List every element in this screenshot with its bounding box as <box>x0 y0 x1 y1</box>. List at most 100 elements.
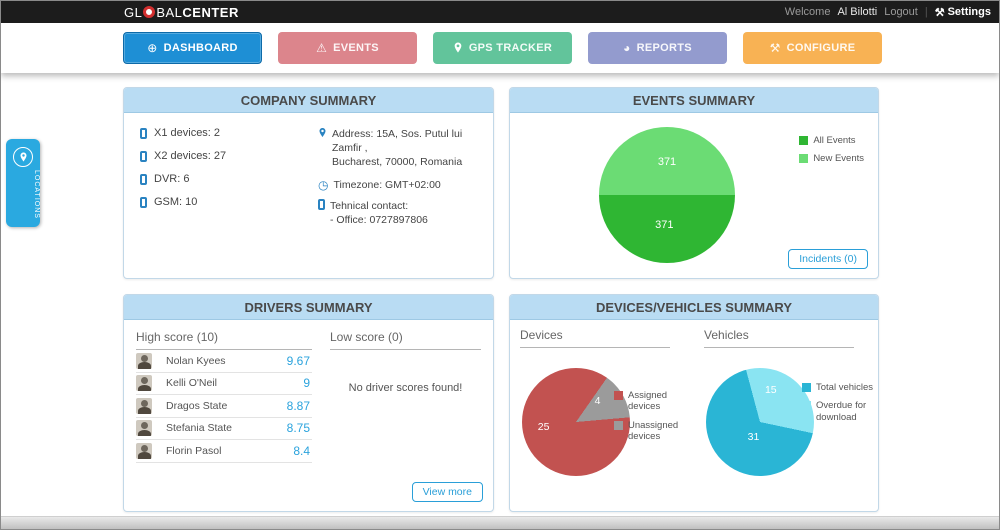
total-vehicles-swatch-icon <box>802 383 811 392</box>
contact-value: - Office: 0727897806 <box>330 214 428 227</box>
driver-avatar <box>136 420 152 437</box>
events-legend: All Events New Events <box>799 135 864 165</box>
logout-link[interactable]: Logout <box>884 6 918 18</box>
clock-icon: ◷ <box>318 177 329 192</box>
address-pin-icon <box>318 127 327 170</box>
device-icon <box>140 196 147 208</box>
low-score-column: Low score (0) No driver scores found! <box>330 330 481 502</box>
events-summary-body: 371 371 All Events New Events Incidents … <box>510 113 878 279</box>
locations-label: LOCATIONS <box>33 170 40 219</box>
legend-label: Total vehicles <box>816 382 874 393</box>
incidents-button[interactable]: Incidents (0) <box>788 249 868 269</box>
company-summary-panel: COMPANY SUMMARY X1 devices: 2 X2 devices… <box>123 87 494 279</box>
driver-row: Dragos State 8.87 <box>136 395 312 418</box>
tab-events[interactable]: ⚠ EVENTS <box>278 32 417 64</box>
devices-header: Devices <box>520 328 670 348</box>
legend-item-assigned: Assigned devices <box>614 390 688 413</box>
devices-section: Devices 25 4 Assigned devices Unassigned… <box>510 320 694 512</box>
tab-dashboard-label: DASHBOARD <box>163 42 238 54</box>
topbar: GL BAL CENTER Welcome Al Bilotti Logout | … <box>1 1 999 23</box>
vehicles-legend: Total vehicles Overdue for download <box>802 382 876 423</box>
driver-score: 9 <box>303 376 310 391</box>
address-line1: Address: 15A, Sos. Putul lui Zamfir , <box>332 128 463 155</box>
device-icon <box>140 173 147 185</box>
settings-label: Settings <box>947 6 991 18</box>
timezone-text: Timezone: GMT+02:00 <box>333 178 441 191</box>
vehicles-pie-value-overdue: 15 <box>764 383 777 396</box>
high-score-column: High score (10) Nolan Kyees 9.67 Kelli O… <box>136 330 312 502</box>
tab-gps-tracker[interactable]: GPS TRACKER <box>433 32 572 64</box>
tab-reports[interactable]: ◕ REPORTS <box>588 32 727 64</box>
contact-phone-icon <box>318 198 325 210</box>
topbar-right: Welcome Al Bilotti Logout | ⚒ Settings <box>785 1 991 23</box>
legend-item-all-events: All Events <box>799 135 864 146</box>
pie-chart-icon: ◕ <box>623 41 631 55</box>
nav-tabbar: ⊕ DASHBOARD ⚠ EVENTS GPS TRACKER ◕ REPOR… <box>1 23 999 73</box>
drivers-summary-title: DRIVERS SUMMARY <box>124 295 493 320</box>
vehicles-section: Vehicles 15 31 Total vehicles Overdue fo… <box>694 320 878 512</box>
tab-gps-tracker-label: GPS TRACKER <box>468 42 553 54</box>
devices-pie-value-assigned: 25 <box>537 421 550 434</box>
overdue-download-swatch-icon <box>802 401 811 411</box>
driver-row: Kelli O'Neil 9 <box>136 373 312 395</box>
events-summary-title: EVENTS SUMMARY <box>510 88 878 113</box>
vehicles-header: Vehicles <box>704 328 854 348</box>
wrench-icon: ⚒ <box>769 41 781 55</box>
events-pie-value-new: 371 <box>657 156 677 169</box>
vehicles-pie-chart: 15 31 <box>706 368 814 476</box>
tab-dashboard[interactable]: ⊕ DASHBOARD <box>123 32 262 64</box>
company-stat-label: X2 devices: 27 <box>154 150 227 162</box>
company-stat-dvr: DVR: 6 <box>140 173 318 185</box>
drivers-summary-body: High score (10) Nolan Kyees 9.67 Kelli O… <box>124 320 493 512</box>
company-stat-x1: X1 devices: 2 <box>140 127 318 139</box>
location-pin-icon <box>13 147 33 167</box>
device-icon <box>140 150 147 162</box>
company-summary-title: COMPANY SUMMARY <box>124 88 493 113</box>
logo-text-bal: BAL <box>156 4 183 20</box>
tab-configure[interactable]: ⚒ CONFIGURE <box>743 32 882 64</box>
driver-row: Stefania State 8.75 <box>136 418 312 440</box>
view-more-button[interactable]: View more <box>411 482 483 502</box>
footer-strip <box>1 516 999 529</box>
tab-reports-label: REPORTS <box>636 42 692 54</box>
events-pie-value-all: 371 <box>655 218 674 231</box>
legend-label: Overdue for download <box>816 400 867 423</box>
legend-label: Unassigned devices <box>628 419 679 443</box>
new-events-swatch-icon <box>799 154 809 164</box>
tools-icon: ⚒ <box>934 6 945 19</box>
logo-o-icon <box>143 6 156 18</box>
sidebar-item-locations[interactable]: LOCATIONS <box>6 139 40 227</box>
legend-item-total-vehicles: Total vehicles <box>802 382 876 393</box>
devices-pie-value-unassigned: 4 <box>594 395 601 408</box>
driver-name: Kelli O'Neil <box>166 377 218 390</box>
settings-link[interactable]: ⚒ Settings <box>935 6 991 19</box>
map-pin-icon <box>453 42 463 55</box>
username-link[interactable]: Al Bilotti <box>837 6 878 18</box>
devices-legend: Assigned devices Unassigned devices <box>614 390 688 443</box>
welcome-text: Welcome <box>784 6 831 18</box>
driver-score: 8.75 <box>286 421 310 436</box>
driver-name: Dragos State <box>166 399 228 412</box>
driver-avatar <box>136 375 152 392</box>
legend-label: Assigned devices <box>628 390 668 413</box>
all-events-swatch-icon <box>799 136 809 145</box>
legend-item-unassigned: Unassigned devices <box>614 420 688 443</box>
legend-item-overdue: Overdue for download <box>802 400 876 423</box>
driver-avatar <box>136 442 152 459</box>
company-summary-body: X1 devices: 2 X2 devices: 27 DVR: 6 GSM:… <box>124 113 493 246</box>
low-score-empty-message: No driver scores found! <box>348 382 463 394</box>
company-contact-info: Address: 15A, Sos. Putul lui Zamfir , Bu… <box>318 127 483 236</box>
nav-tabs: ⊕ DASHBOARD ⚠ EVENTS GPS TRACKER ◕ REPOR… <box>123 32 882 64</box>
logo-text-gl: GL <box>124 4 143 20</box>
device-icon <box>140 127 147 139</box>
driver-score: 9.67 <box>286 353 310 368</box>
company-stat-label: GSM: 10 <box>154 196 198 208</box>
driver-avatar <box>136 397 152 414</box>
driver-row: Nolan Kyees 9.67 <box>136 350 312 373</box>
company-stats-list: X1 devices: 2 X2 devices: 27 DVR: 6 GSM:… <box>140 127 318 236</box>
driver-score: 8.87 <box>286 398 310 413</box>
low-score-header: Low score (0) <box>330 330 481 350</box>
tab-configure-label: CONFIGURE <box>786 42 856 54</box>
driver-avatar <box>136 352 152 369</box>
events-summary-panel: EVENTS SUMMARY 371 371 All Events New Ev… <box>509 87 879 279</box>
